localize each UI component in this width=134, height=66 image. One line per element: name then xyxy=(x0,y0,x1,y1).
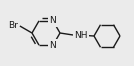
Text: N: N xyxy=(50,16,56,25)
Text: Br: Br xyxy=(8,22,18,30)
Text: NH: NH xyxy=(74,31,88,41)
Text: N: N xyxy=(50,41,56,50)
Text: Br: Br xyxy=(8,22,18,30)
Text: N: N xyxy=(50,16,56,25)
Text: NH: NH xyxy=(74,31,88,41)
Text: N: N xyxy=(50,41,56,50)
